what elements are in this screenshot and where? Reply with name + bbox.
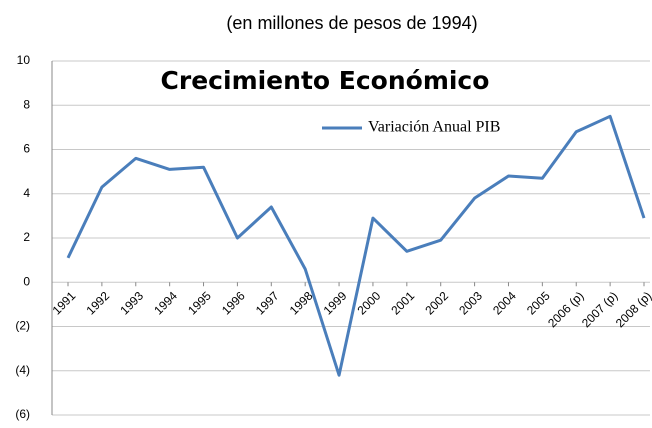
x-tick-label: 2008 (p) — [613, 289, 652, 331]
y-tick-label: (4) — [15, 363, 30, 377]
x-tick-label: 2002 — [422, 288, 451, 317]
x-tick-label: 2005 — [524, 288, 553, 317]
legend-label: Variación Anual PIB — [368, 119, 500, 136]
x-tick-label: 2003 — [456, 288, 485, 317]
y-tick-label: 8 — [23, 97, 30, 111]
y-tick-label: 4 — [23, 186, 30, 200]
y-tick-label: 2 — [23, 230, 30, 244]
x-tick-label: 1993 — [117, 288, 146, 317]
x-tick-label: 2001 — [388, 288, 417, 317]
y-tick-label: 6 — [23, 142, 30, 156]
x-tick-label: 1991 — [50, 288, 79, 317]
x-tick-label: 1995 — [185, 288, 214, 317]
x-tick-label: 1999 — [321, 288, 350, 317]
x-tick-label: 1997 — [253, 288, 282, 317]
y-tick-label: 10 — [17, 53, 31, 67]
y-tick-label: (2) — [15, 319, 30, 333]
x-tick-label: 1992 — [83, 288, 112, 317]
x-tick-label: 2004 — [490, 288, 519, 317]
x-tick-label: 2007 (p) — [579, 289, 621, 331]
y-tick-label: 0 — [23, 274, 30, 288]
chart-subtitle: (en millones de pesos de 1994) — [226, 13, 477, 33]
y-tick-label: (6) — [15, 407, 30, 421]
line-series — [66, 114, 646, 377]
x-tick-label: 1996 — [219, 288, 248, 317]
x-tick-label: 2006 (p) — [545, 289, 587, 331]
x-tick-label: 1994 — [151, 288, 180, 317]
x-tick-label: 2000 — [355, 288, 384, 317]
chart-title: Crecimiento Económico — [161, 66, 490, 95]
